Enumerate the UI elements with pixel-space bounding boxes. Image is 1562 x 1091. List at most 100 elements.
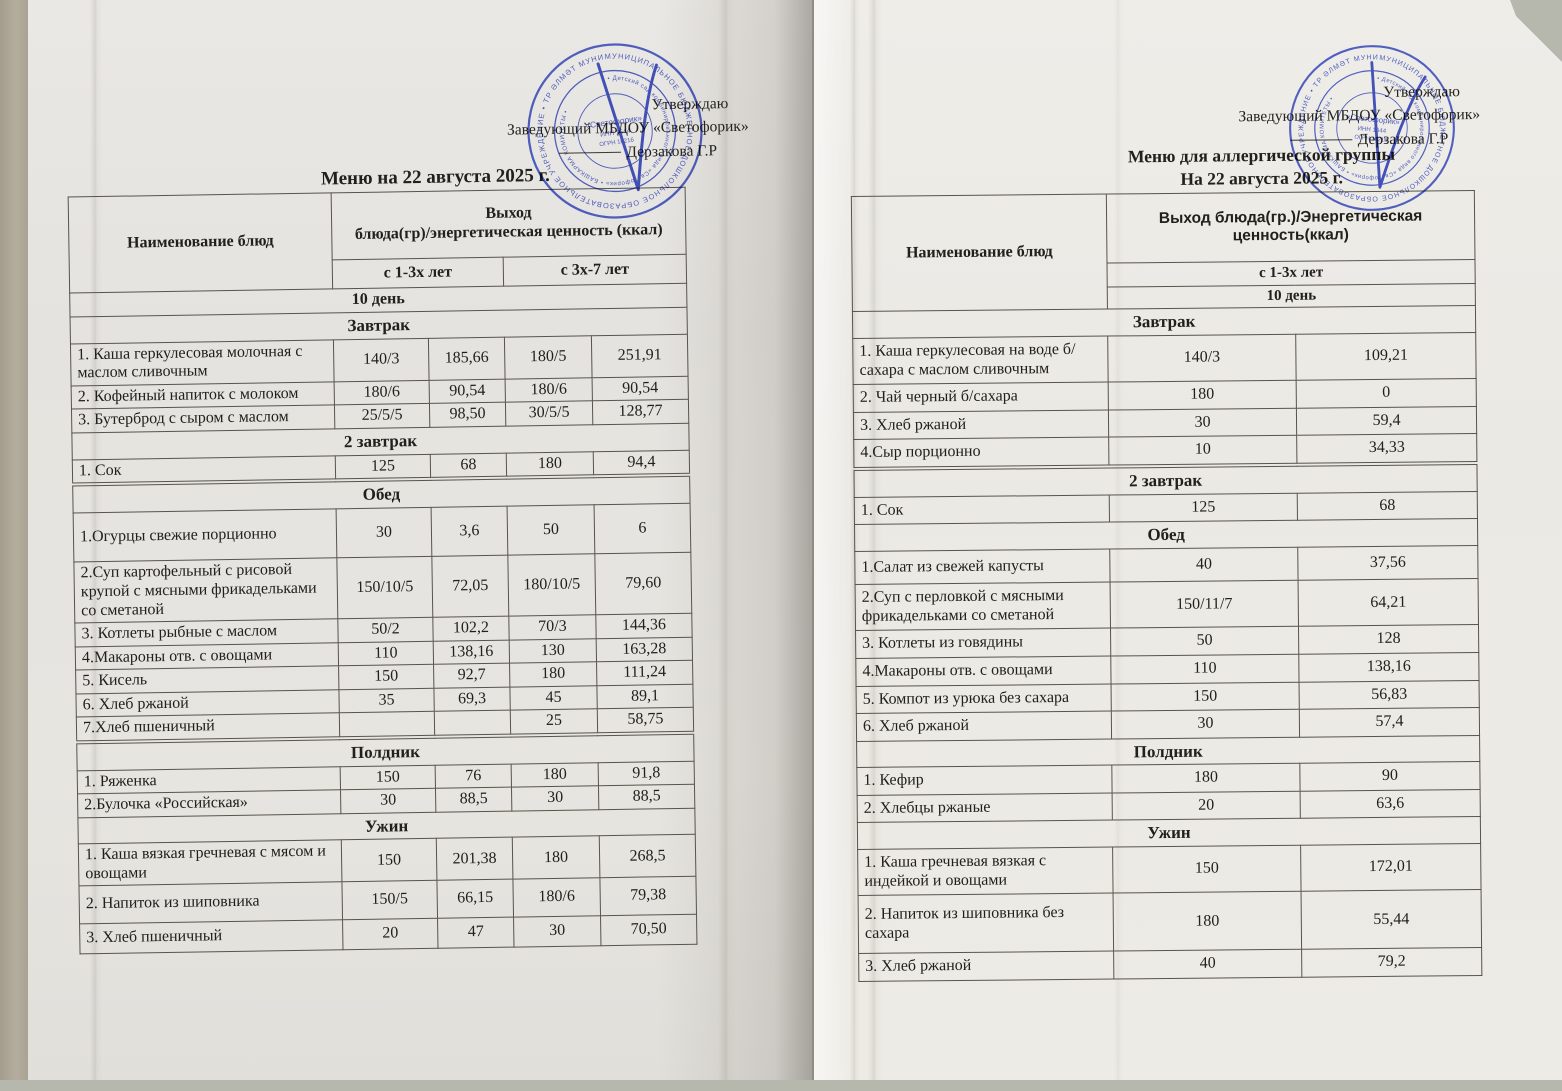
dish-name: 1. Кефир xyxy=(856,765,1113,796)
dish-value: 110 xyxy=(338,640,434,666)
dish-value: 150 xyxy=(1111,681,1300,712)
dish-value: 6 xyxy=(594,503,691,555)
dish-name: 3. Хлеб ржаной xyxy=(853,409,1109,440)
dish-name: 6. Хлеб ржаной xyxy=(856,711,1112,742)
dish-name: 2. Чай черный б/сахара xyxy=(853,382,1109,413)
dish-value: 30 xyxy=(511,785,599,811)
dish-value xyxy=(434,710,511,737)
dish-value: 79,38 xyxy=(599,876,697,916)
menu-row: 1. Каша гречневая вязкая с индейкой и ов… xyxy=(857,843,1482,896)
dish-value: 58,75 xyxy=(597,707,694,735)
dish-value: 180 xyxy=(1113,891,1302,952)
dish-value: 102,2 xyxy=(432,616,510,641)
column-header-dishes: Наименование блюд xyxy=(68,192,333,293)
dish-value: 79,2 xyxy=(1301,947,1482,978)
approval-position: Заведующий МБДОУ «Светофорик» xyxy=(1238,106,1481,126)
menu-row: 1. Каша геркулесовая на воде б/сахара с … xyxy=(852,332,1477,385)
dish-name: 1.Салат из свежей капусты xyxy=(854,548,1111,585)
dish-value: 180 xyxy=(509,661,597,687)
dish-name: 1. Каша геркулесовая молочная с маслом с… xyxy=(70,339,335,386)
menu-row: 2.Суп картофельный с рисовой крупой с мя… xyxy=(73,552,692,624)
dish-value: 125 xyxy=(335,453,431,481)
dish-value: 30 xyxy=(336,507,432,559)
approval-position: Заведующий МБДОУ «Светофорик» xyxy=(506,118,749,139)
table-surface-edge xyxy=(0,0,30,1080)
dish-value: 10 xyxy=(1108,435,1297,467)
dish-value: 30 xyxy=(340,788,436,814)
dish-value: 30 xyxy=(1108,407,1297,438)
dish-value: 20 xyxy=(342,918,438,950)
dish-value: 109,21 xyxy=(1295,332,1477,381)
dish-value: 150 xyxy=(1112,845,1302,894)
dish-value: 40 xyxy=(1109,547,1299,583)
output-header-line2: блюда(гр)/энергетическая ценность (ккал) xyxy=(354,221,663,243)
column-header-dishes: Наименование блюд xyxy=(851,194,1108,312)
right-menu-page: Утверждаю Заведующий МБДОУ «Светофорик» … xyxy=(812,0,1562,1080)
dish-value: 94,4 xyxy=(593,449,690,477)
dish-value: 163,28 xyxy=(596,636,693,662)
output-header-line2: ценность(ккал) xyxy=(1232,226,1349,245)
dish-value: 55,44 xyxy=(1301,889,1482,950)
dish-name: 1. Каша геркулесовая на воде б/сахара с … xyxy=(852,336,1109,385)
dish-value: 63,6 xyxy=(1300,789,1481,819)
page-title-line2: На 22 августа 2025 г. xyxy=(1180,167,1343,189)
dish-value: 125 xyxy=(1109,492,1298,523)
dish-value: 90,54 xyxy=(429,378,506,404)
dish-value: 150/5 xyxy=(341,880,438,920)
table-header-row: Наименование блюд Выход блюда(гр)/энерге… xyxy=(68,187,687,293)
dish-value: 185,66 xyxy=(428,336,506,381)
dish-value: 56,83 xyxy=(1299,680,1480,710)
dish-value: 40 xyxy=(1113,949,1302,979)
dish-name: 2.Суп картофельный с рисовой крупой с мя… xyxy=(73,558,338,624)
menu-row: 3. Хлеб ржаной 40 79,2 xyxy=(858,947,1482,982)
dish-value: 201,38 xyxy=(436,837,513,881)
age-group-1-3: с 1-3х лет xyxy=(332,257,504,289)
dish-value: 30 xyxy=(513,915,601,947)
approval-block: Утверждаю Заведующий МБДОУ «Светофорик» … xyxy=(1238,80,1480,152)
column-header-output: Выход блюда(гр.)/Энергетическая ценность… xyxy=(1106,190,1475,264)
dish-name: 2.Суп с перловкой с мясными фрикаделькам… xyxy=(855,582,1111,631)
dish-value: 150 xyxy=(341,838,437,883)
dish-name: 1. Каша вязкая гречневая с мясом и овоща… xyxy=(78,840,342,887)
dish-value: 268,5 xyxy=(599,834,696,879)
dish-name: 2. Хлебцы ржаные xyxy=(857,792,1113,823)
dish-value: 35 xyxy=(338,688,435,714)
signature-line xyxy=(559,151,622,154)
left-menu-page: Утверждаю Заведующий МБДОУ «Светофорик» … xyxy=(28,0,814,1080)
dish-value: 180/6 xyxy=(505,377,593,403)
dish-value: 180/6 xyxy=(512,878,601,918)
dish-value: 150/11/7 xyxy=(1110,580,1299,629)
dish-value: 70/3 xyxy=(508,614,597,640)
dish-name: 1. Сок xyxy=(854,494,1110,525)
table-header-row: Наименование блюд Выход блюда(гр.)/Энерг… xyxy=(851,190,1475,312)
dish-value: 88,5 xyxy=(435,787,512,812)
dish-value: 150/10/5 xyxy=(336,556,433,619)
dish-name: 3. Хлеб пшеничный xyxy=(79,919,344,954)
dish-name: 1. Каша гречневая вязкая с индейкой и ов… xyxy=(857,847,1114,896)
dish-value: 25/5/5 xyxy=(334,403,430,429)
dish-name: 3. Хлеб ржаной xyxy=(858,951,1114,982)
dish-value: 98,50 xyxy=(429,402,506,428)
dish-value: 69,3 xyxy=(433,686,511,712)
dish-value: 110 xyxy=(1110,654,1300,684)
dish-value: 90 xyxy=(1299,761,1481,792)
dish-value: 70,50 xyxy=(600,914,697,946)
dish-value: 30 xyxy=(1111,709,1300,739)
dish-value: 34,33 xyxy=(1296,433,1477,465)
menu-row: 2. Напиток из шиповника без сахара 180 55,… xyxy=(858,889,1482,954)
dish-value: 47 xyxy=(437,917,514,948)
dish-value: 30/5/5 xyxy=(505,401,593,427)
dish-name: 2. Напиток из шиповника без сахара xyxy=(858,893,1114,954)
menu-table-main: Наименование блюд Выход блюда(гр)/энерге… xyxy=(68,187,698,954)
dish-name: 2. Напиток из шиповника xyxy=(78,882,343,924)
dish-value: 0 xyxy=(1296,378,1477,408)
dish-value: 76 xyxy=(435,763,512,789)
signature-line xyxy=(1290,138,1353,141)
menu-table-allergy: Наименование блюд Выход блюда(гр.)/Энерг… xyxy=(851,190,1483,982)
dish-value: 90,54 xyxy=(592,376,689,402)
dish-value: 59,4 xyxy=(1296,406,1477,436)
dish-value: 138,16 xyxy=(433,639,510,665)
dish-name: 4.Макароны отв. с овощами xyxy=(855,656,1112,687)
dish-value: 128 xyxy=(1298,624,1479,655)
dish-value: 180 xyxy=(512,836,600,880)
